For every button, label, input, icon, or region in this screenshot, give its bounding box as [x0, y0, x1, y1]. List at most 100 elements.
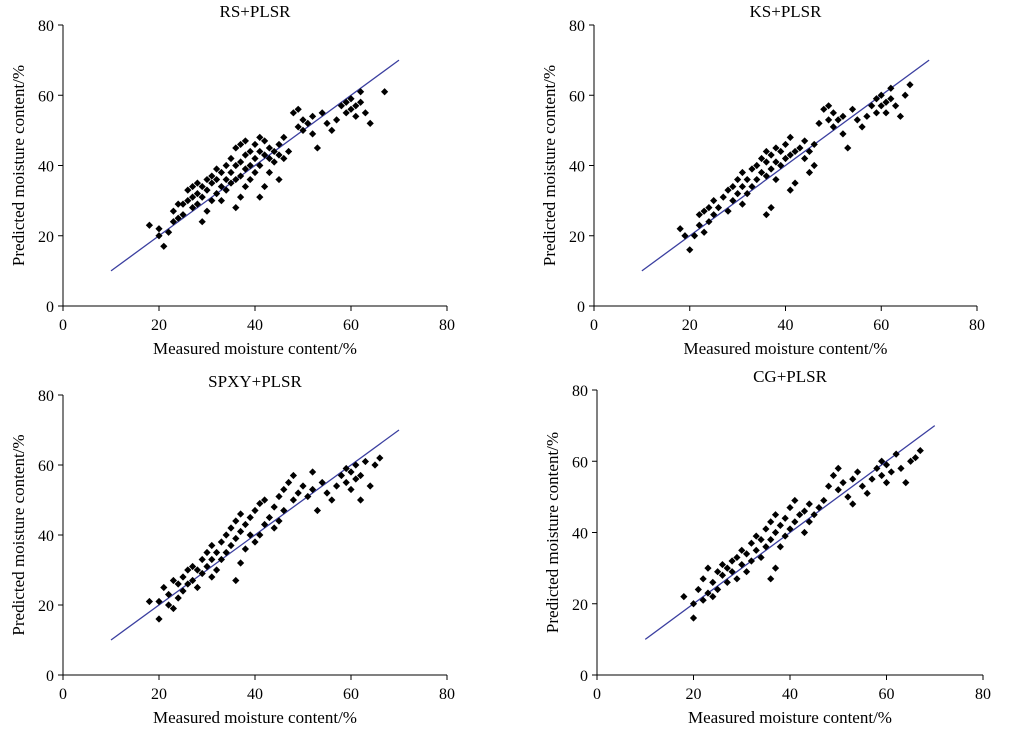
x-axis-label: Measured moisture content/% [688, 708, 892, 727]
data-point [829, 109, 837, 117]
data-point [208, 573, 216, 581]
data-point [261, 496, 269, 504]
data-point [767, 536, 775, 544]
chart-title: RS+PLSR [219, 2, 291, 21]
data-point [786, 186, 794, 194]
data-point [709, 593, 717, 601]
data-point [791, 518, 799, 526]
data-point [203, 186, 211, 194]
data-point [801, 137, 809, 145]
data-point [366, 119, 374, 127]
data-point [241, 182, 249, 191]
data-point [805, 518, 813, 526]
data-point [208, 172, 216, 180]
data-point [877, 102, 885, 110]
data-point [699, 575, 707, 583]
data-point [203, 562, 211, 571]
data-point [887, 84, 895, 92]
data-point [323, 489, 331, 497]
data-point [285, 147, 293, 156]
data-point [342, 478, 350, 487]
data-point [743, 175, 751, 184]
data-point [232, 576, 240, 585]
data-point [738, 546, 746, 554]
data-point [853, 116, 861, 124]
x-tick-label: 20 [686, 686, 702, 703]
data-point [275, 517, 283, 525]
data-point [145, 221, 153, 229]
data-point [198, 555, 206, 564]
data-point [155, 615, 163, 623]
data-point [246, 513, 254, 522]
data-point [734, 190, 742, 198]
data-point [820, 496, 828, 505]
y-tick-label: 40 [572, 526, 588, 543]
data-point [217, 168, 225, 177]
data-point [361, 109, 369, 117]
data-point [781, 154, 790, 163]
x-axis-label: Measured moisture content/% [153, 708, 357, 727]
data-point [748, 182, 756, 191]
data-point [237, 559, 245, 567]
data-point [771, 564, 780, 572]
data-point [251, 168, 259, 177]
data-point [800, 528, 809, 537]
data-point [169, 207, 177, 215]
data-point [304, 492, 312, 501]
data-point [299, 126, 307, 134]
y-tick-label: 80 [38, 18, 54, 35]
chart-panel-cg-plsr: CG+PLSR Measured moisture content/% Pred… [543, 367, 991, 727]
chart-panel-rs-plsr: RS+PLSR Measured moisture content/% Pred… [9, 2, 455, 358]
data-point [280, 154, 288, 163]
data-point [897, 464, 905, 472]
data-point [705, 218, 713, 226]
data-point [824, 102, 833, 110]
data-point [275, 175, 283, 184]
data-point [189, 576, 197, 585]
data-point [757, 553, 765, 562]
data-point [289, 496, 297, 504]
data-point [309, 130, 317, 138]
data-point [169, 218, 177, 226]
data-point [762, 158, 770, 166]
x-tick-label: 80 [969, 317, 985, 334]
data-point [217, 555, 225, 564]
data-point [896, 112, 904, 120]
y-tick-label: 20 [569, 229, 585, 246]
data-point [352, 461, 360, 469]
data-point [786, 133, 794, 141]
data-point [217, 182, 225, 191]
data-point [825, 482, 833, 490]
data-point [872, 95, 881, 103]
data-point [757, 154, 766, 163]
data-point [772, 158, 780, 166]
data-point [810, 161, 818, 170]
data-point [371, 461, 379, 469]
data-point [810, 140, 818, 149]
data-point [227, 524, 235, 532]
data-point [704, 564, 712, 572]
data-point [805, 147, 814, 156]
data-point [193, 200, 201, 208]
data-point [246, 147, 254, 156]
y-axis-label: Predicted moisture content/% [540, 65, 559, 266]
y-tick-label: 40 [569, 159, 585, 176]
data-point [676, 225, 684, 233]
data-point [232, 204, 240, 212]
data-point [227, 179, 235, 187]
data-point [805, 500, 813, 508]
data-point [261, 151, 269, 159]
data-point [820, 105, 828, 113]
y-tick-label: 0 [46, 668, 54, 685]
data-point [275, 492, 283, 501]
data-point [357, 471, 365, 480]
data-point [718, 560, 727, 569]
data-point [902, 479, 910, 487]
data-point [309, 468, 317, 476]
data-point [762, 525, 770, 533]
data-point [872, 109, 881, 117]
data-point [911, 454, 920, 462]
data-point [347, 95, 355, 103]
data-point [714, 568, 722, 576]
data-point [174, 214, 182, 222]
